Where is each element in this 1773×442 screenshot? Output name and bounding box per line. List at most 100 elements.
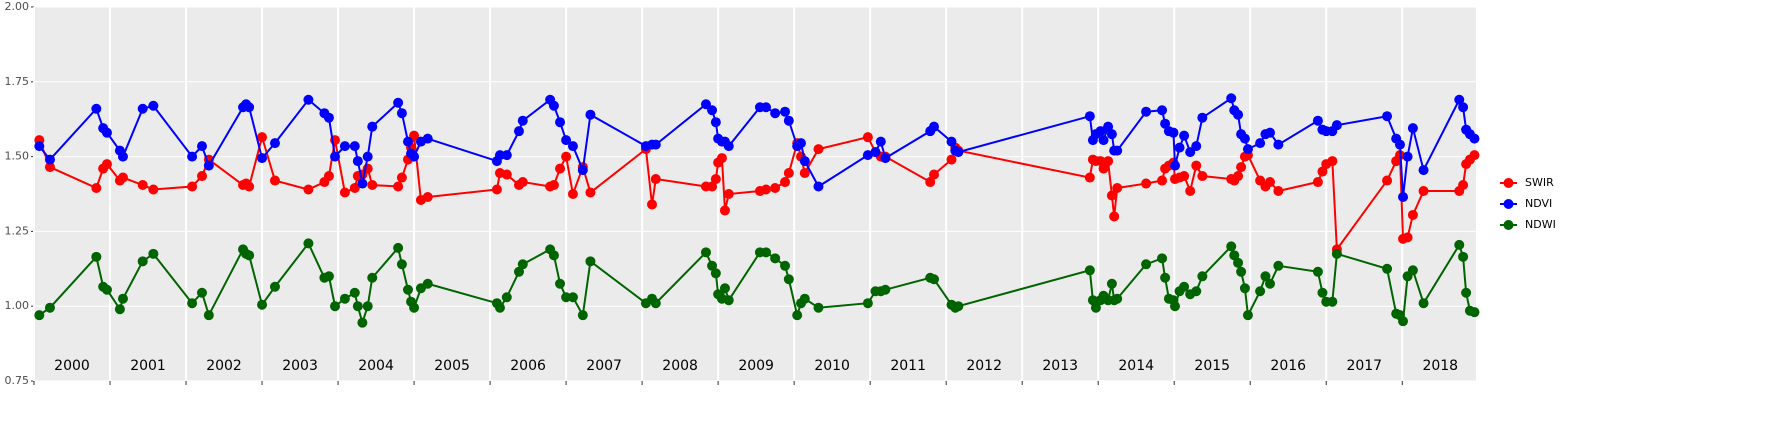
data-point	[349, 287, 360, 298]
data-point	[1160, 272, 1171, 283]
data-point	[1229, 250, 1240, 261]
data-point	[501, 150, 512, 161]
data-point	[1273, 260, 1284, 271]
data-point	[1233, 257, 1244, 268]
data-point	[1174, 142, 1185, 153]
year-label: 2009	[738, 358, 774, 374]
data-point	[409, 302, 420, 313]
data-point	[929, 169, 940, 180]
data-point	[1098, 163, 1109, 174]
data-point	[517, 177, 528, 188]
data-point	[44, 154, 55, 165]
data-point	[1317, 287, 1328, 298]
data-point	[710, 174, 721, 185]
data-point	[792, 310, 803, 321]
data-point	[402, 284, 413, 295]
data-point	[1239, 283, 1250, 294]
data-point	[1087, 295, 1098, 306]
data-point	[1141, 106, 1152, 117]
data-point	[367, 272, 378, 283]
data-point	[813, 302, 824, 313]
data-point	[1112, 145, 1123, 156]
data-point	[187, 151, 198, 162]
data-point	[117, 172, 128, 183]
data-point	[1141, 178, 1152, 189]
data-point	[770, 253, 781, 264]
year-label: 2008	[662, 358, 698, 374]
legend-key-point	[1503, 199, 1514, 209]
year-label: 2013	[1042, 358, 1078, 374]
data-point	[1179, 130, 1190, 141]
data-point	[1239, 133, 1250, 144]
data-point	[402, 136, 413, 147]
data-point	[783, 115, 794, 126]
data-point	[91, 183, 102, 194]
data-point	[494, 302, 505, 313]
data-point	[1458, 102, 1469, 113]
data-point	[196, 287, 207, 298]
data-point	[1402, 232, 1413, 243]
data-point	[367, 121, 378, 132]
year-label: 2016	[1270, 358, 1306, 374]
data-point	[1312, 115, 1323, 126]
data-point	[1098, 135, 1109, 146]
data-point	[870, 147, 881, 158]
y-tick-label: 1.25	[5, 224, 30, 237]
data-point	[555, 278, 566, 289]
year-label: 2006	[510, 358, 546, 374]
legend-key-point	[1503, 178, 1514, 188]
data-point	[1233, 109, 1244, 120]
data-point	[1103, 156, 1114, 167]
data-point	[352, 301, 363, 312]
data-point	[700, 247, 711, 258]
data-point	[1191, 160, 1202, 171]
data-point	[393, 97, 404, 108]
data-point	[1255, 286, 1266, 297]
data-point	[44, 162, 55, 173]
y-tick-label: 1.75	[5, 75, 30, 88]
data-point	[1103, 121, 1114, 132]
data-point	[585, 187, 596, 198]
data-point	[780, 106, 791, 117]
year-label: 2005	[434, 358, 470, 374]
year-label: 2011	[890, 358, 926, 374]
data-point	[303, 94, 314, 105]
data-point	[422, 133, 433, 144]
data-point	[196, 141, 207, 152]
data-point	[561, 135, 572, 146]
data-point	[1382, 111, 1393, 122]
data-point	[367, 180, 378, 191]
data-point	[1168, 127, 1179, 138]
data-point	[44, 302, 55, 313]
data-point	[34, 310, 45, 321]
data-point	[953, 301, 964, 312]
y-tick-label: 0.75	[5, 374, 30, 387]
data-point	[1273, 139, 1284, 150]
data-point	[1469, 150, 1480, 161]
year-label: 2003	[282, 358, 318, 374]
y-tick-label: 1.00	[5, 299, 30, 312]
data-point	[393, 181, 404, 192]
data-point	[101, 159, 112, 170]
data-point	[1331, 248, 1342, 259]
year-label: 2014	[1118, 358, 1154, 374]
legend-key-point	[1503, 220, 1514, 230]
data-point	[244, 181, 255, 192]
data-point	[862, 298, 873, 309]
data-point	[723, 141, 734, 152]
data-point	[1185, 186, 1196, 197]
data-point	[269, 175, 280, 186]
data-point	[567, 141, 578, 152]
data-point	[1236, 162, 1247, 173]
data-point	[137, 103, 148, 114]
data-point	[561, 151, 572, 162]
data-point	[1242, 310, 1253, 321]
data-point	[1226, 93, 1237, 104]
data-point	[795, 138, 806, 149]
data-point	[91, 103, 102, 114]
data-point	[101, 284, 112, 295]
data-point	[303, 184, 314, 195]
data-point	[396, 108, 407, 119]
data-point	[1394, 139, 1405, 150]
data-point	[953, 147, 964, 158]
